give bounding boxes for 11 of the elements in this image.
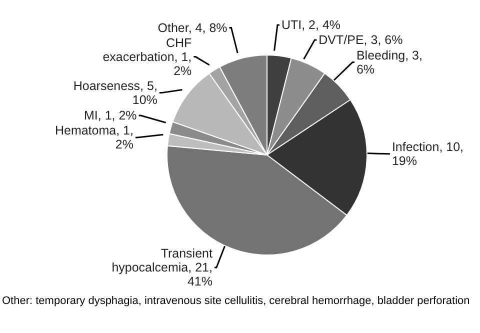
slice-label: Hematoma, 1, 2% [54, 124, 134, 152]
slice-label: MI, 1, 2% [84, 108, 137, 123]
text: Other: temporary dysphagia, intravenous site cellulitis, cerebral hemorrhage, bladder perforation [1, 294, 471, 309]
slice-label: Transient hypocalcemia, 21, 41% [112, 246, 213, 288]
slice-label: DVT/PE, 3, 6% [318, 32, 403, 47]
slice-label: CHF exacerbation, 1, 2% [102, 36, 192, 78]
slice-label: Other, 4, 8% [158, 20, 228, 35]
slice-label: Hoarseness, 5, 10% [73, 78, 158, 107]
slice-label: UTI, 2, 4% [281, 18, 341, 32]
slice-label: Bleeding, 3, 6% [356, 48, 422, 76]
slice-label: Infection, 10, 19% [392, 140, 464, 168]
